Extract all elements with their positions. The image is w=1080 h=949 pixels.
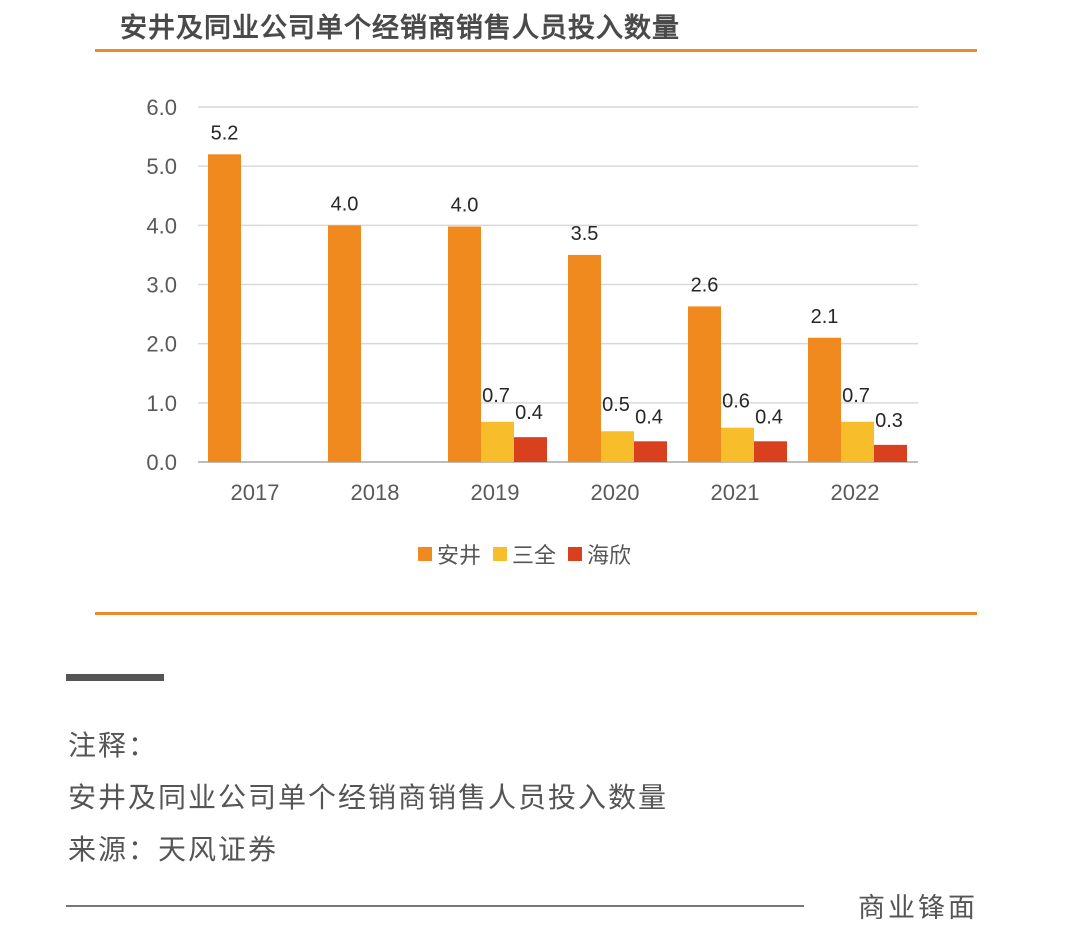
legend-swatch-anjing — [418, 547, 432, 561]
bar-安井-2019 — [448, 226, 481, 462]
data-label: 0.5 — [602, 394, 630, 416]
section-divider — [66, 674, 164, 681]
x-tick-label: 2020 — [591, 480, 640, 505]
bar-安井-2022 — [808, 337, 841, 462]
y-tick-label: 1.0 — [146, 391, 177, 416]
data-label: 0.6 — [722, 391, 750, 413]
x-tick-label: 2021 — [711, 480, 760, 505]
data-label: 0.4 — [755, 406, 783, 428]
legend-swatch-haixin — [568, 547, 583, 561]
y-tick-label: 6.0 — [146, 95, 177, 120]
footer-line — [66, 905, 804, 907]
bar-安井-2017 — [208, 154, 241, 462]
chart-title: 安井及同业公司单个经销商销售人员投入数量 — [120, 13, 680, 44]
y-tick-label: 3.0 — [146, 273, 177, 298]
bar-三全-2020 — [601, 431, 634, 462]
data-label: 4.0 — [451, 195, 479, 217]
legend-item-sanquan: 三全 — [493, 538, 556, 570]
chart-legend: 安井 三全 海欣 — [418, 538, 631, 570]
bar-三全-2022 — [841, 421, 874, 462]
legend-label-anjing: 安井 — [437, 544, 482, 569]
bar-海欣-2021 — [754, 441, 787, 462]
x-tick-label: 2018 — [351, 480, 400, 505]
data-label: 4.0 — [331, 193, 359, 215]
legend-label-haixin: 海欣 — [587, 544, 632, 569]
legend-item-anjing: 安井 — [418, 538, 481, 570]
legend-label-sanquan: 三全 — [512, 544, 557, 569]
x-tick-label: 2019 — [471, 480, 520, 505]
data-label: 0.3 — [875, 410, 903, 432]
bar-海欣-2019 — [514, 437, 547, 462]
bar-三全-2021 — [721, 427, 754, 462]
data-label: 0.7 — [482, 385, 510, 407]
data-label: 0.4 — [515, 402, 543, 424]
title-underline — [95, 49, 977, 52]
source-text: 来源：天风证券 — [68, 833, 279, 866]
chart-bottom-rule — [95, 612, 977, 615]
bar-安井-2020 — [568, 254, 601, 462]
legend-swatch-sanquan — [493, 547, 508, 561]
x-tick-label: 2017 — [231, 480, 280, 505]
note-text: 安井及同业公司单个经销商销售人员投入数量 — [68, 781, 669, 814]
data-label: 5.2 — [211, 122, 239, 144]
bar-海欣-2022 — [874, 444, 907, 462]
bar-安井-2018 — [328, 225, 361, 462]
y-tick-label: 0.0 — [146, 450, 177, 475]
data-label: 0.7 — [842, 385, 870, 407]
y-tick-label: 4.0 — [146, 213, 177, 238]
bar-海欣-2020 — [634, 441, 667, 462]
data-label: 0.4 — [635, 406, 663, 428]
data-label: 2.1 — [811, 306, 839, 328]
bar-chart: 0.0 1.0 2.0 3.0 4.0 5.0 6.0 5.2 4.0 4.0 3.5 2.6 2.1 0… — [146, 95, 918, 505]
note-label: 注释： — [68, 729, 159, 762]
bar-安井-2021 — [688, 306, 721, 462]
data-label: 3.5 — [571, 223, 599, 245]
legend-item-haixin: 海欣 — [568, 538, 631, 570]
bar-三全-2019 — [481, 421, 514, 462]
y-tick-label: 5.0 — [146, 154, 177, 179]
x-tick-label: 2022 — [831, 480, 880, 505]
brand-name: 商业锋面 — [858, 893, 978, 924]
y-tick-label: 2.0 — [146, 332, 177, 357]
data-label: 2.6 — [691, 274, 719, 296]
